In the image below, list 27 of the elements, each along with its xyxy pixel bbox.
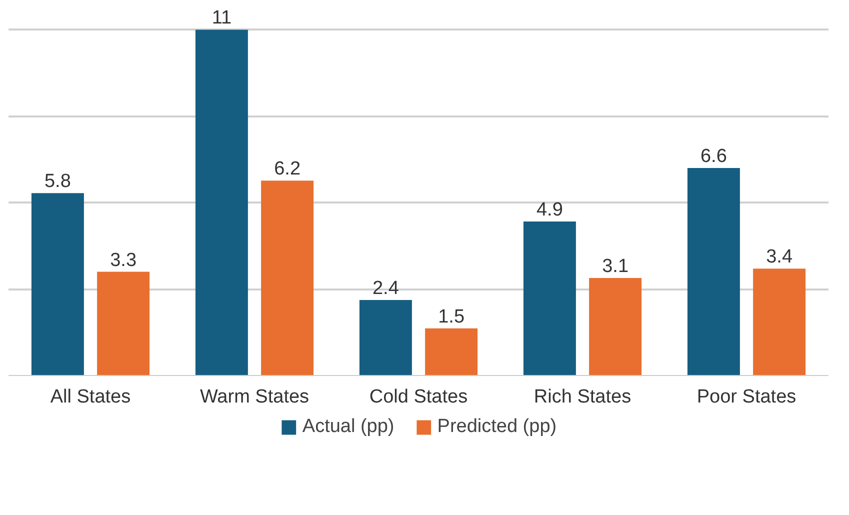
x-tick-label: All States	[50, 386, 131, 408]
data-label: 2.4	[372, 278, 400, 300]
data-label: 11	[212, 8, 232, 29]
bar	[589, 278, 642, 376]
legend-label: Actual (pp)	[302, 416, 394, 438]
bar	[687, 168, 740, 376]
data-label: 6.6	[700, 146, 727, 168]
data-label: 3.1	[602, 256, 629, 278]
data-label: 1.5	[438, 306, 465, 328]
data-label: 3.3	[110, 250, 137, 271]
bar	[195, 30, 248, 376]
bar	[753, 268, 806, 376]
bar	[31, 193, 84, 376]
x-tick-label: Warm States	[200, 386, 310, 408]
x-tick-label: Poor States	[696, 386, 796, 408]
bar	[359, 300, 412, 376]
bar	[97, 272, 150, 376]
x-tick-label: Rich States	[534, 386, 632, 408]
data-label: 6.2	[274, 158, 301, 180]
legend-label: Predicted (pp)	[437, 416, 557, 438]
bar	[261, 180, 314, 376]
data-label: 4.9	[536, 199, 563, 220]
bar	[523, 221, 576, 376]
data-label: 3.4	[766, 246, 793, 268]
bar	[425, 328, 478, 376]
data-label: 5.8	[44, 171, 71, 192]
x-tick-label: Cold States	[369, 386, 468, 408]
